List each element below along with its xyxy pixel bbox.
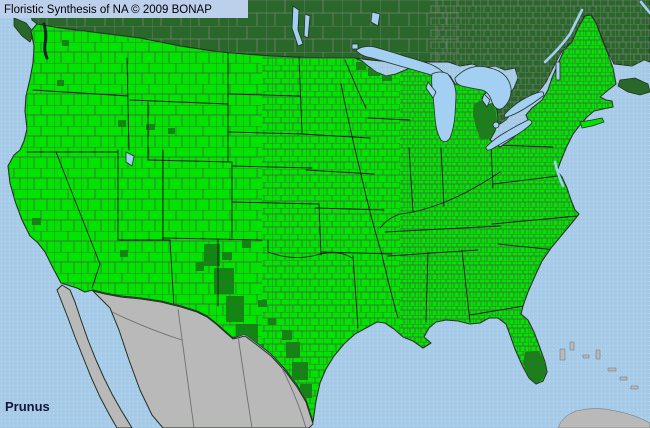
map-title: Floristic Synthesis of NA © 2009 BONAP [4,4,212,16]
taxon-label: Prunus [5,399,50,414]
chesapeake-bay [553,160,565,188]
green-bay [425,81,437,99]
lake-of-the-woods [351,43,359,50]
saginaw-bay [481,93,491,108]
lake-champlain [555,61,561,81]
lake-erie [485,119,533,151]
cuba [557,408,650,428]
lake-ontario [503,91,544,118]
lake-nipigon [370,11,381,27]
state-borders [26,51,579,329]
mexico-region [56,284,314,428]
lake-huron [454,65,512,110]
bahamas-islands [559,341,639,390]
vancouver-island [13,17,35,43]
long-island [579,117,605,129]
lake-winnipeg [291,5,304,47]
st-lawrence-river [543,8,584,64]
lake-manitoba [303,13,311,39]
title-bar: Floristic Synthesis of NA © 2009 BONAP [0,0,248,18]
lake-michigan [431,71,457,142]
baja-california [56,284,133,428]
other-waters [42,0,650,188]
great-lakes [355,46,544,151]
great-salt-lake [125,151,135,167]
lake-st-clair [492,121,500,129]
gulf-of-st-lawrence [639,0,650,15]
nova-scotia [617,77,650,96]
puget-sound [42,22,49,60]
